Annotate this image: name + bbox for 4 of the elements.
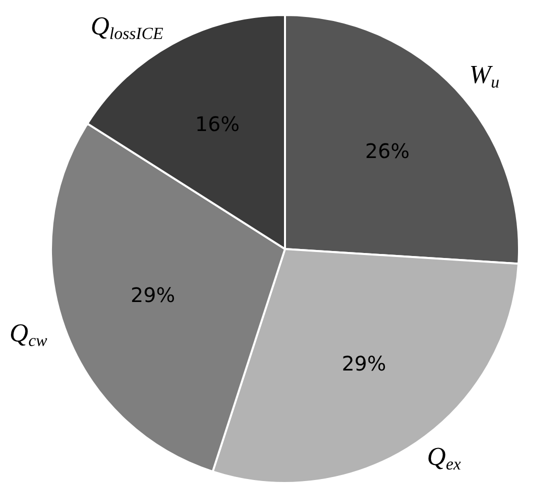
data-label: 29% <box>130 282 176 307</box>
data-label: 29% <box>342 351 386 376</box>
data-label: 16% <box>195 112 240 136</box>
data-label: 26% <box>365 139 410 164</box>
